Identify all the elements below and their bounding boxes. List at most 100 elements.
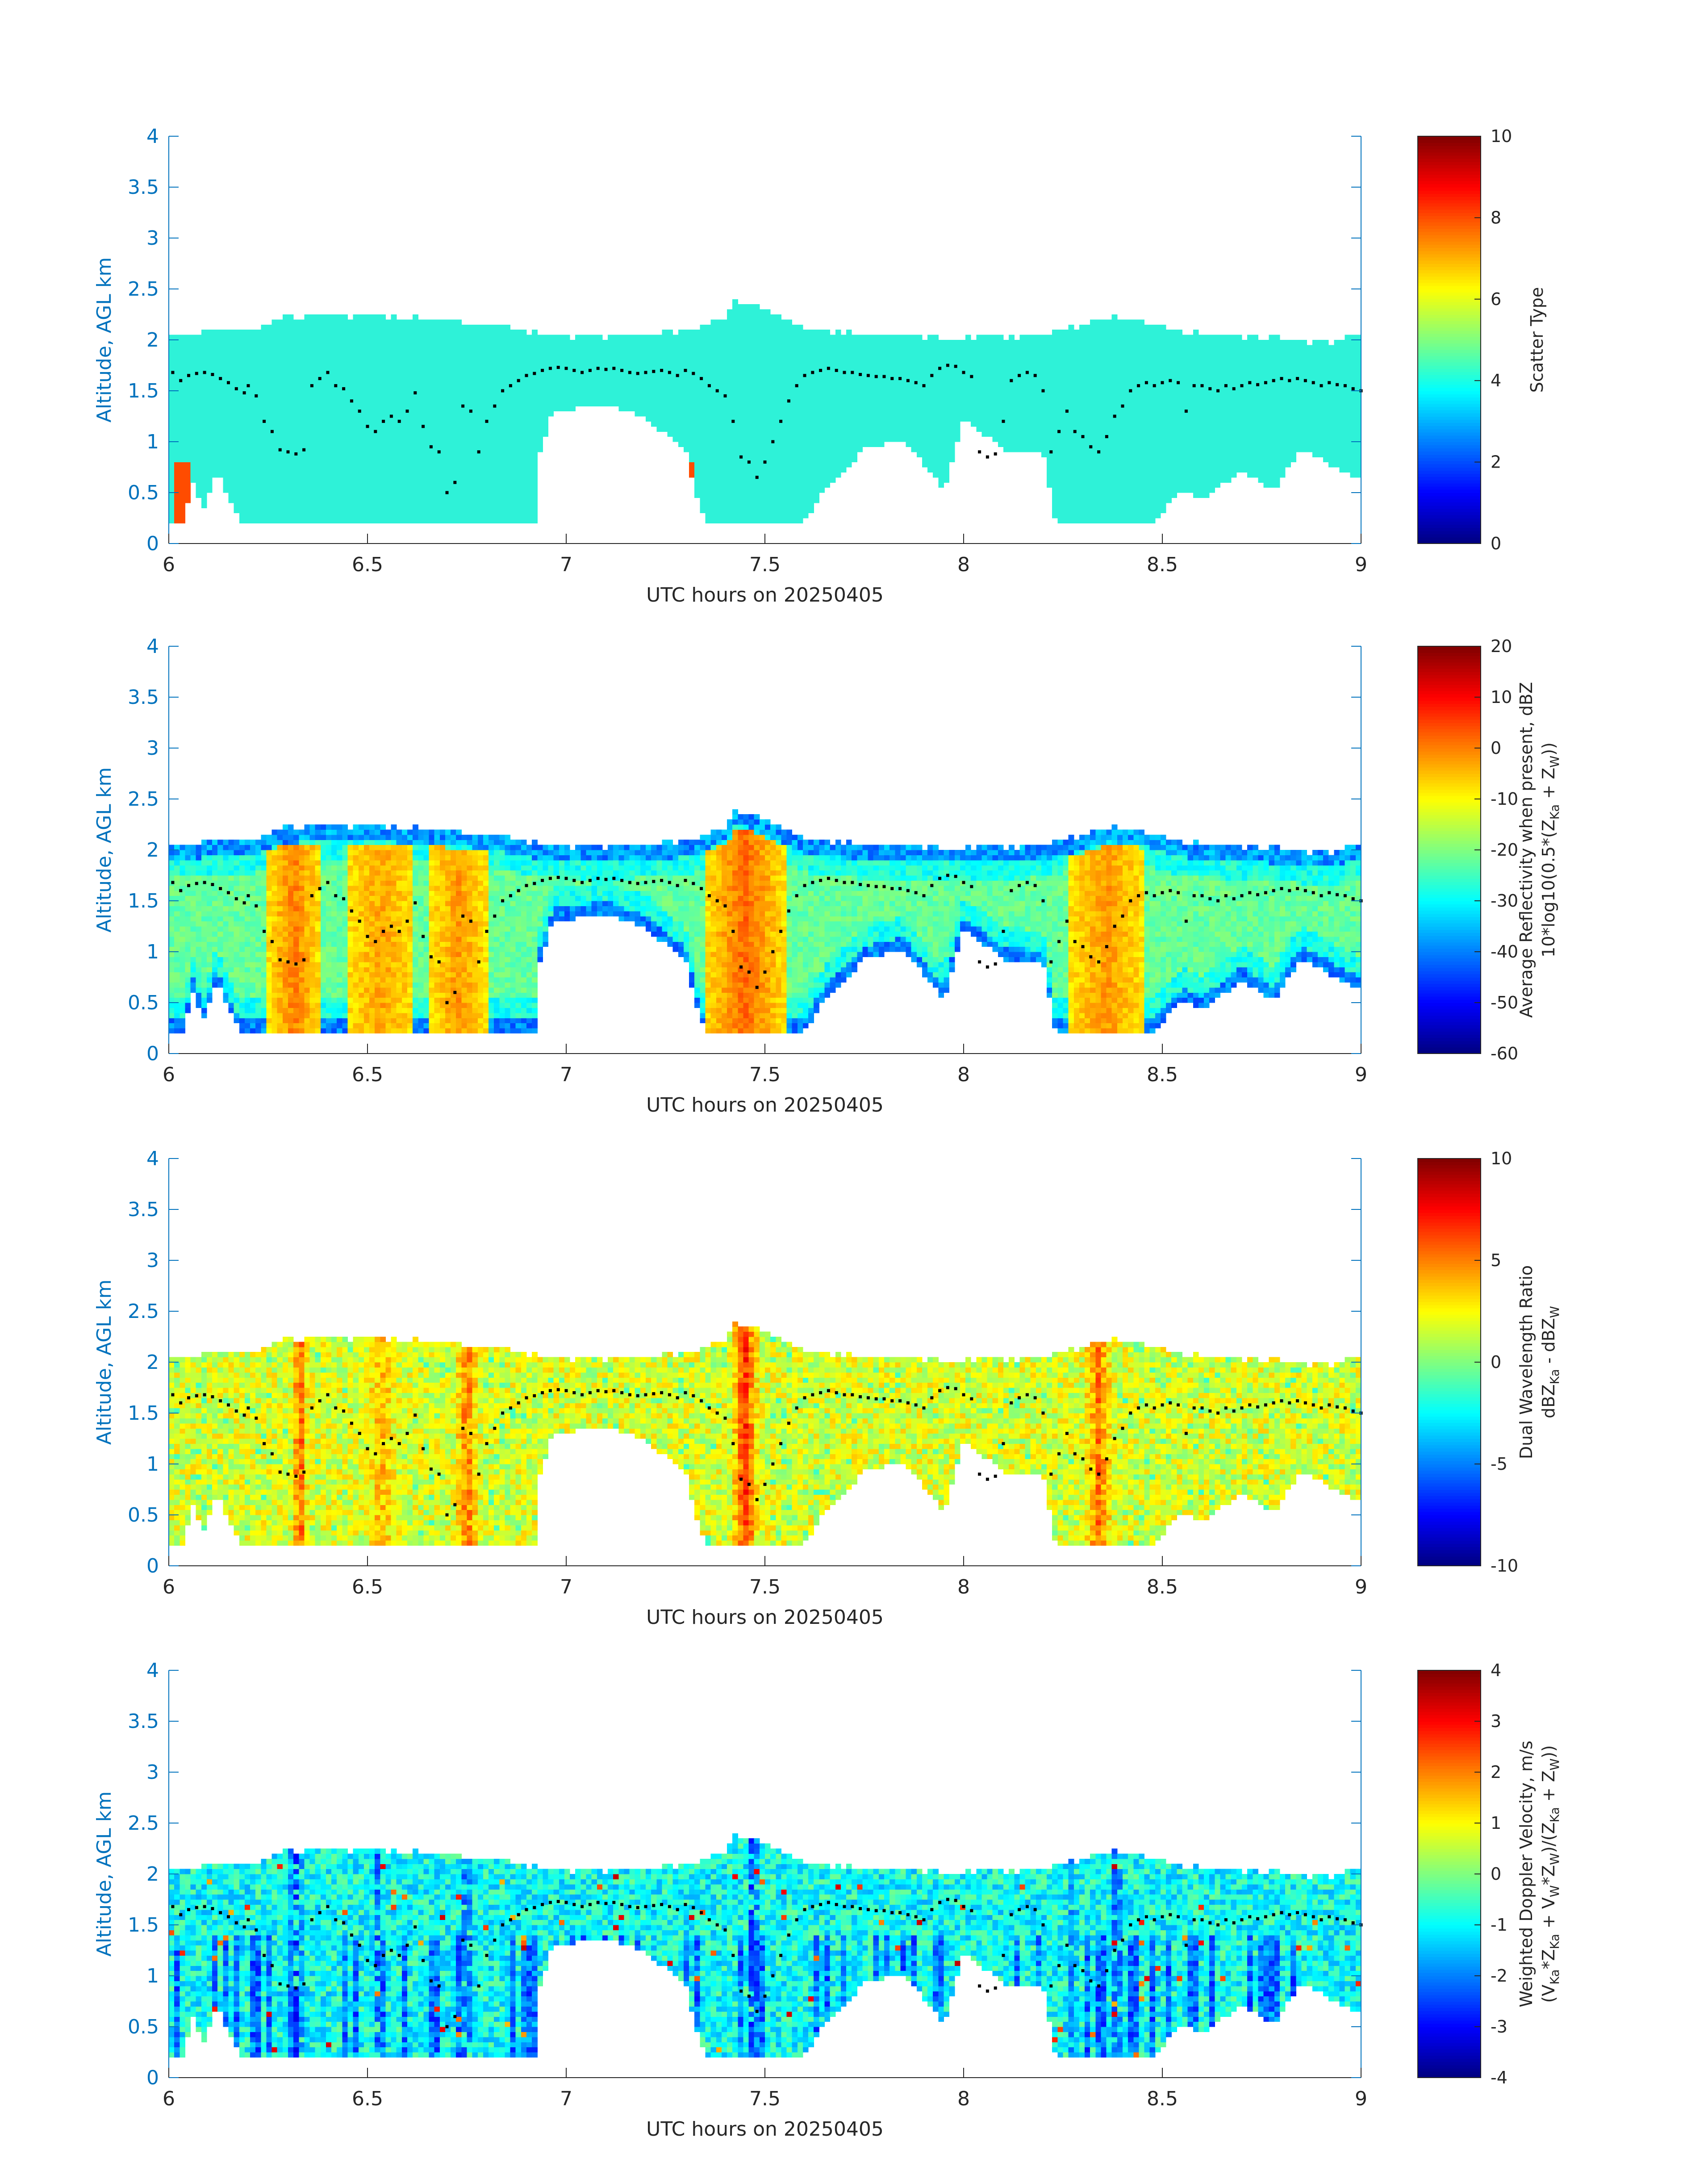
heatmap-cell [494, 416, 500, 422]
heatmap-cell [391, 319, 397, 325]
heatmap-cell [694, 381, 700, 386]
heatmap-cell [792, 498, 798, 503]
heatmap-cell [656, 427, 662, 432]
heatmap-cell [922, 427, 928, 432]
heatmap-cell [787, 472, 793, 477]
heatmap-cell [375, 416, 380, 422]
heatmap-cell [526, 360, 532, 366]
heatmap-cell [808, 488, 814, 493]
heatmap-cell [440, 381, 446, 386]
heatmap-cell [689, 431, 695, 437]
heatmap-cell [814, 416, 819, 422]
heatmap-cell [293, 335, 299, 340]
heatmap-cell [618, 406, 624, 411]
heatmap-cell [191, 340, 196, 345]
heatmap-cell [423, 406, 429, 411]
heatmap-cell [418, 360, 424, 366]
heatmap-cell [548, 391, 554, 396]
heatmap-cell [342, 350, 348, 355]
heatmap-cell [706, 518, 711, 523]
heatmap-cell [749, 309, 755, 315]
heatmap-cell [521, 381, 527, 386]
heatmap-cell [478, 370, 484, 376]
heatmap-cell [787, 482, 793, 488]
heatmap-cell [841, 411, 847, 417]
heatmap-cell [499, 330, 505, 335]
heatmap-cell [434, 381, 440, 386]
heatmap-cell [798, 360, 803, 366]
heatmap-cell [434, 442, 440, 447]
heatmap-cell [787, 508, 793, 513]
heatmap-cell [359, 462, 364, 468]
heatmap-cell [267, 396, 272, 401]
heatmap-cell [483, 452, 489, 457]
heatmap-cell [229, 355, 234, 360]
heatmap-cell [608, 350, 614, 355]
heatmap-cell [315, 396, 321, 401]
heatmap-cell [597, 381, 603, 386]
heatmap-cell [174, 488, 180, 493]
heatmap-cell [272, 350, 278, 355]
heatmap-cell [310, 452, 316, 457]
heatmap-cell [169, 376, 175, 381]
heatmap-cell [185, 401, 191, 406]
heatmap-cell [467, 335, 473, 340]
heatmap-cell [397, 350, 402, 355]
heatmap-cell [239, 503, 245, 508]
heatmap-cell [749, 391, 755, 396]
heatmap-cell [646, 345, 651, 350]
heatmap-cell [261, 406, 267, 411]
heatmap-cell [846, 335, 852, 340]
heatmap-cell [375, 350, 380, 355]
heatmap-cell [863, 335, 869, 340]
heatmap-cell [391, 442, 397, 447]
heatmap-cell [564, 406, 570, 411]
heatmap-cell [467, 457, 473, 462]
heatmap-cell [397, 325, 402, 330]
heatmap-cell [841, 447, 847, 452]
heatmap-cell [798, 406, 803, 411]
heatmap-cell [380, 319, 386, 325]
heatmap-cell [803, 335, 809, 340]
heatmap-cell [239, 427, 245, 432]
heatmap-cell [223, 365, 229, 371]
heatmap-cell [548, 411, 554, 417]
heatmap-cell [808, 386, 814, 391]
heatmap-cell [911, 376, 917, 381]
heatmap-cell [510, 518, 516, 523]
heatmap-cell [597, 350, 603, 355]
heatmap-cell [852, 452, 857, 457]
heatmap-cell [938, 340, 944, 345]
heatmap-cell [949, 360, 955, 366]
heatmap-cell [716, 376, 722, 381]
heatmap-cell [516, 503, 522, 508]
heatmap-cell [706, 340, 711, 345]
heatmap-cell [283, 386, 288, 391]
heatmap-cell [207, 411, 213, 417]
heatmap-cell [825, 391, 831, 396]
heatmap-cell [754, 340, 760, 345]
heatmap-cell [922, 457, 928, 462]
heatmap-cell [201, 330, 207, 335]
heatmap-cell [592, 386, 597, 391]
heatmap-cell [846, 447, 852, 452]
heatmap-cell [760, 467, 765, 473]
heatmap-cell [537, 421, 543, 427]
heatmap-cell [857, 401, 863, 406]
heatmap-cell [727, 350, 733, 355]
heatmap-cell [229, 391, 234, 396]
heatmap-cell [315, 325, 321, 330]
heatmap-cell [337, 503, 342, 508]
heatmap-cell [543, 431, 548, 437]
heatmap-cell [326, 477, 332, 483]
heatmap-cell [397, 447, 402, 452]
heatmap-cell [505, 508, 511, 513]
heatmap-cell [201, 457, 207, 462]
heatmap-cell [754, 406, 760, 411]
heatmap-cell [489, 447, 494, 452]
heatmap-cell [239, 381, 245, 386]
heatmap-cell [478, 482, 484, 488]
heatmap-cell [386, 518, 392, 523]
heatmap-cell [429, 508, 435, 513]
heatmap-cell [304, 452, 310, 457]
